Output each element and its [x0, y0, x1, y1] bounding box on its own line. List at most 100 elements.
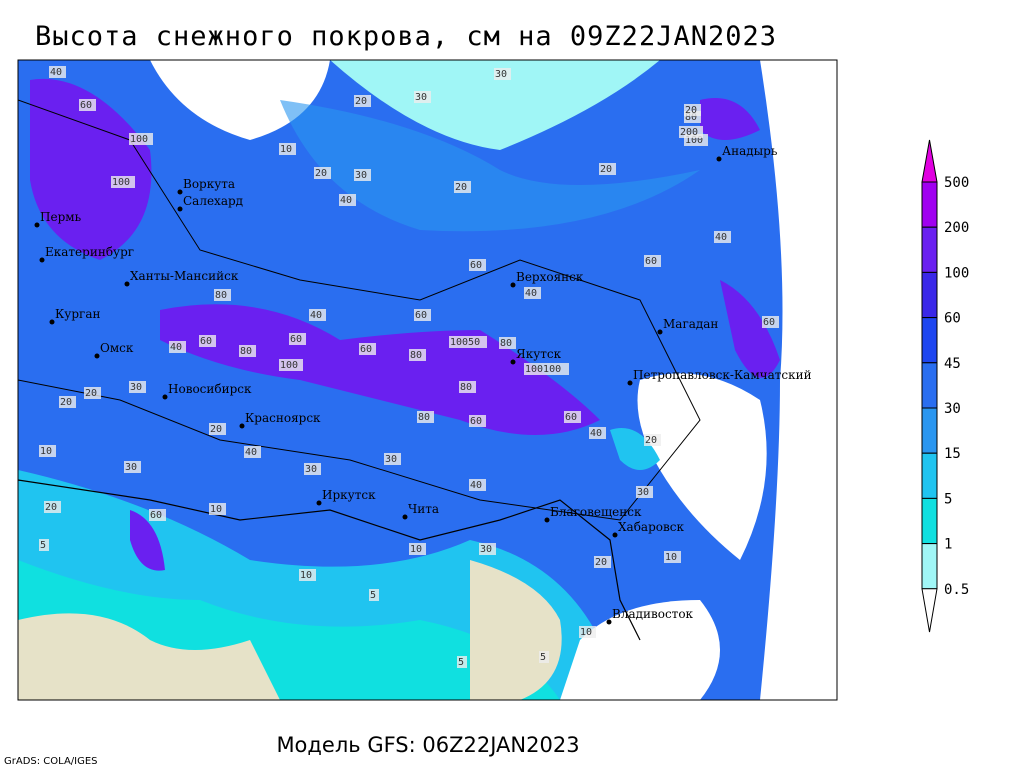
contour-label: 10: [410, 544, 422, 555]
legend-label: 0.5: [944, 582, 969, 598]
contour-label: 20: [455, 182, 467, 193]
contour-label: 20: [355, 96, 367, 107]
city-label: Красноярск: [245, 411, 321, 425]
city-dot: [606, 619, 612, 625]
city-label: Благовещенск: [550, 505, 642, 519]
contour-label-box: [714, 231, 731, 243]
city-label: Курган: [55, 307, 100, 321]
contour-label-box: [469, 259, 486, 271]
legend-swatch: [921, 497, 938, 545]
legend-swatch: [921, 317, 938, 364]
contour-label-box: [457, 656, 467, 668]
contour-label: 20: [210, 424, 222, 435]
contour-label-box: [469, 479, 486, 491]
contour-label-box: [209, 503, 226, 515]
contour-label: 80: [240, 346, 252, 357]
legend-arrow-top: [921, 139, 938, 183]
contour-label-box: [279, 359, 303, 371]
contour-label-box: [169, 341, 186, 353]
contour-label: 5: [540, 652, 546, 663]
contour-label: 20: [600, 164, 612, 175]
contour-label-box: [214, 289, 231, 301]
contour-label: 20: [85, 388, 97, 399]
contour-label: 80: [500, 338, 512, 349]
contour-label: 60: [645, 256, 657, 267]
contour-label: 40: [525, 288, 537, 299]
contour-label: 20: [685, 105, 697, 116]
legend-arrow-bottom: [921, 588, 938, 633]
contour-label: 30: [637, 487, 649, 498]
contour-label-box: [111, 176, 135, 188]
contour-label: 60: [290, 334, 302, 345]
city-dot: [612, 532, 618, 538]
contour-label: 40: [340, 195, 352, 206]
city-label: Воркута: [183, 177, 235, 191]
contour-label-box: [414, 91, 431, 103]
contour-label: 5: [40, 540, 46, 551]
city-label: Петропавловск-Камчатский: [633, 368, 812, 382]
city-dot: [94, 353, 100, 359]
contour-label-box: [564, 411, 581, 423]
city-dot: [177, 189, 183, 195]
contour-label: 20: [60, 397, 72, 408]
contour-label-box: [524, 287, 541, 299]
legend-label: 5: [944, 491, 952, 507]
city-label: Владивосток: [612, 607, 694, 621]
contour-label-box: [354, 169, 371, 181]
contour-label-box: [79, 99, 96, 111]
contour-label: 40: [470, 480, 482, 491]
contour-label-box: [599, 163, 616, 175]
contour-label-box: [304, 463, 321, 475]
contour-label: 80: [410, 350, 422, 361]
city-dot: [34, 222, 40, 228]
model-caption: Модель GFS: 06Z22JAN2023: [276, 733, 579, 757]
city-dot: [124, 281, 130, 287]
contour-label: 10: [580, 627, 592, 638]
contour-label-box: [44, 501, 61, 513]
city-dot: [316, 500, 322, 506]
contour-label-box: [469, 415, 486, 427]
contour-label-box: [494, 68, 511, 80]
contour-label: 30: [355, 170, 367, 181]
city-label: Якутск: [516, 347, 562, 361]
contour-label: 30: [480, 544, 492, 555]
legend-swatch: [921, 543, 938, 590]
city-label: Омск: [100, 341, 134, 355]
city-dot: [510, 359, 516, 365]
contour-label: 30: [415, 92, 427, 103]
contour-label-box: [762, 316, 779, 328]
legend-label: 200: [944, 220, 969, 236]
contour-label: 100100: [525, 364, 561, 375]
contour-label: 80: [460, 382, 472, 393]
city-dot: [39, 257, 45, 263]
contour-label: 60: [763, 317, 775, 328]
contour-label: 40: [590, 428, 602, 439]
city-dot: [402, 514, 408, 520]
legend-label: 45: [944, 356, 961, 372]
contour-label-box: [679, 126, 703, 138]
contour-label-box: [359, 343, 376, 355]
contour-label: 10050: [450, 337, 480, 348]
contour-label: 30: [495, 69, 507, 80]
contour-label-box: [39, 445, 56, 457]
contour-label: 5: [370, 590, 376, 601]
contour-label-box: [414, 309, 431, 321]
city-label: Хабаровск: [618, 520, 684, 534]
city-dot: [177, 206, 183, 212]
city-label: Пермь: [40, 210, 82, 224]
contour-label-box: [299, 569, 316, 581]
contour-label-box: [49, 66, 66, 78]
contour-label-box: [636, 486, 653, 498]
contour-label-box: [339, 194, 356, 206]
contour-label: 10: [210, 504, 222, 515]
contour-label-box: [684, 104, 701, 116]
contour-label-box: [354, 95, 371, 107]
contour-label: 60: [470, 260, 482, 271]
contour-label-box: [289, 333, 306, 345]
city-dot: [657, 329, 663, 335]
contour-label-box: [124, 461, 141, 473]
contour-label-box: [409, 543, 426, 555]
contour-label: 80: [418, 412, 430, 423]
contour-label-box: [524, 363, 569, 375]
city-label: Екатеринбург: [45, 245, 134, 259]
